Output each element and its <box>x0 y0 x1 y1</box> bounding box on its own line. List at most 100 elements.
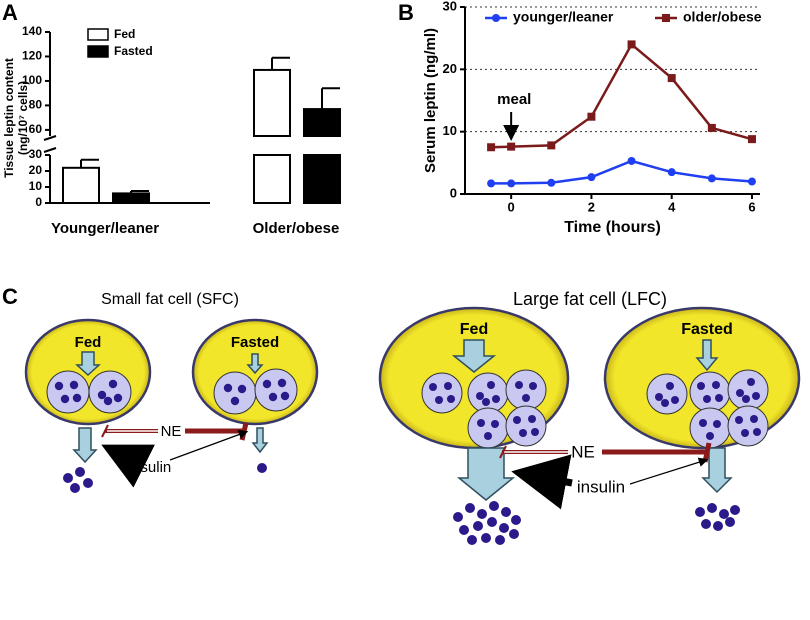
insulin-arrow <box>169 429 249 461</box>
granule <box>531 428 539 436</box>
granule <box>529 382 537 390</box>
granule <box>69 380 79 390</box>
x-tick-label: 2 <box>588 199 595 214</box>
flow-arrow <box>701 447 733 494</box>
point <box>487 179 496 188</box>
x-tick-label: 4 <box>668 199 676 214</box>
granule <box>54 381 64 391</box>
x-axis-label: Time (hours) <box>564 219 661 236</box>
granule <box>509 529 519 539</box>
granule <box>730 505 740 515</box>
diagram-title: Large fat cell (LFC) <box>513 289 667 309</box>
vesicle <box>213 371 257 415</box>
granule <box>519 429 527 437</box>
bar <box>303 108 341 137</box>
y-axis-label: Serum leptin (ng/ml) <box>422 28 439 173</box>
granule <box>752 392 760 400</box>
y-tick-label: 10 <box>29 179 43 193</box>
granule <box>97 390 107 400</box>
vesicle <box>254 368 298 412</box>
granule <box>753 428 761 436</box>
flow-arrow <box>246 353 264 375</box>
y-axis-label: Tissue leptin content <box>2 58 16 178</box>
diagram-label: Fasted <box>231 334 279 351</box>
granule <box>257 463 267 473</box>
granule <box>83 478 93 488</box>
granule <box>477 509 487 519</box>
legend-swatch <box>87 45 109 58</box>
vesicle <box>505 405 547 447</box>
granule <box>262 379 272 389</box>
granule <box>489 501 499 511</box>
granule <box>473 521 483 531</box>
vesicle <box>505 369 547 411</box>
granule <box>447 395 455 403</box>
granule <box>695 507 705 517</box>
flow-arrow <box>456 447 516 501</box>
granule <box>481 533 491 543</box>
ne-bar <box>239 422 249 441</box>
bar <box>253 68 291 137</box>
granule <box>735 416 743 424</box>
vesicle <box>421 372 463 414</box>
granule <box>487 517 497 527</box>
granule <box>707 503 717 513</box>
granule <box>72 393 82 403</box>
diagram-label: Fed <box>460 321 488 338</box>
point <box>747 135 756 144</box>
y-tick-label: 20 <box>29 163 43 177</box>
granule <box>268 392 278 402</box>
granule <box>482 398 490 406</box>
vesicle <box>646 373 688 415</box>
ne-tick <box>101 424 109 438</box>
granule <box>528 415 536 423</box>
x-tick-label: 0 <box>508 199 515 214</box>
granule <box>712 381 720 389</box>
bar <box>62 166 100 205</box>
y-tick-label: 120 <box>22 49 42 63</box>
granule <box>487 381 495 389</box>
insulin-arrow <box>101 444 155 488</box>
panel-label: B <box>398 0 414 25</box>
bar <box>253 154 291 204</box>
granule <box>103 396 113 406</box>
y-tick-label: 30 <box>443 0 457 13</box>
granule <box>459 525 469 535</box>
granule <box>671 396 679 404</box>
point <box>627 40 636 49</box>
granule <box>736 389 744 397</box>
granule <box>715 394 723 402</box>
line <box>491 42 753 149</box>
granule <box>108 379 118 389</box>
legend-label: Fed <box>114 27 135 41</box>
granule <box>661 399 669 407</box>
y-tick-label: 100 <box>22 73 42 87</box>
granule <box>495 535 505 545</box>
granule <box>237 384 247 394</box>
flow-arrow <box>695 339 719 372</box>
x-tick-label: 6 <box>748 199 755 214</box>
y-tick-label: 0 <box>450 185 457 200</box>
point <box>507 142 516 151</box>
point <box>667 74 676 83</box>
y-tick-label: 0 <box>35 195 42 209</box>
granule <box>703 395 711 403</box>
point <box>707 123 716 132</box>
panel-label: C <box>2 284 18 309</box>
vesicle <box>467 372 509 414</box>
vesicle <box>727 369 769 411</box>
granule <box>713 420 721 428</box>
diagram: Small fat cell (SFC) Large fat cell (LFC… <box>24 289 801 545</box>
granule <box>515 381 523 389</box>
flow-arrow <box>251 427 269 454</box>
point <box>707 174 716 183</box>
point <box>547 141 556 150</box>
diagram-label: insulin <box>577 477 625 496</box>
granule <box>453 512 463 522</box>
y-tick-label: 30 <box>29 147 43 161</box>
granule <box>491 420 499 428</box>
ne-tick <box>499 445 507 459</box>
x-tick-label: Younger/leaner <box>51 220 159 237</box>
legend-marker <box>492 14 500 22</box>
insulin-arrow <box>629 457 709 485</box>
